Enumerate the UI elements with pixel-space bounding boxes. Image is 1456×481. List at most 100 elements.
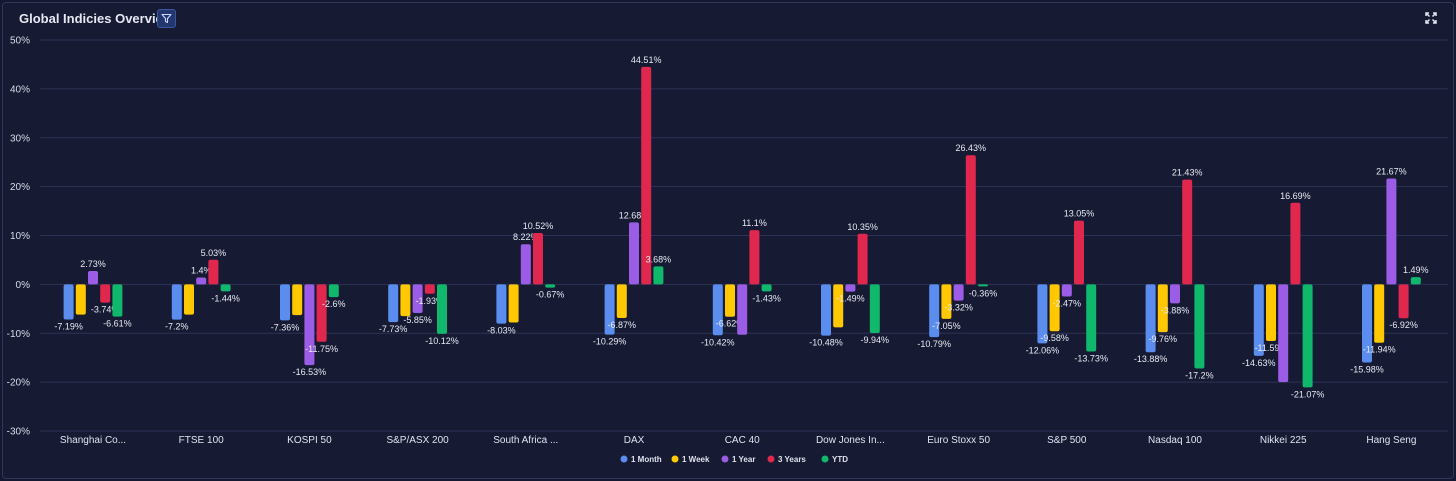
bar[interactable] bbox=[220, 284, 231, 292]
bar[interactable] bbox=[1061, 284, 1072, 297]
bar[interactable] bbox=[280, 284, 290, 321]
data-label: -7.19% bbox=[54, 322, 83, 332]
bar[interactable] bbox=[184, 284, 194, 315]
bar[interactable] bbox=[1182, 179, 1193, 285]
data-label: 12.68% bbox=[619, 210, 650, 220]
bar[interactable] bbox=[100, 284, 111, 303]
bar[interactable] bbox=[292, 284, 303, 316]
x-tick-label: S&P 500 bbox=[1047, 435, 1087, 446]
bar[interactable] bbox=[75, 284, 86, 315]
bar[interactable] bbox=[1266, 284, 1276, 342]
legend-swatch bbox=[821, 455, 829, 463]
bar[interactable] bbox=[978, 284, 988, 287]
bar[interactable] bbox=[1253, 284, 1264, 356]
bar[interactable] bbox=[63, 284, 74, 320]
bar[interactable] bbox=[1410, 277, 1421, 285]
bar[interactable] bbox=[1170, 284, 1180, 304]
bar[interactable] bbox=[821, 284, 831, 336]
bar[interactable] bbox=[1049, 284, 1060, 332]
bar[interactable] bbox=[112, 284, 123, 317]
bar[interactable] bbox=[520, 244, 531, 285]
bar[interactable] bbox=[437, 284, 447, 334]
y-tick-label: 40% bbox=[10, 84, 30, 95]
bar[interactable] bbox=[641, 66, 652, 285]
data-label: -6.61% bbox=[103, 319, 132, 329]
data-label: -0.36% bbox=[969, 288, 998, 298]
bar[interactable] bbox=[653, 266, 664, 285]
bar[interactable] bbox=[604, 284, 615, 335]
bar[interactable] bbox=[88, 271, 98, 285]
bar[interactable] bbox=[400, 284, 411, 317]
bar[interactable] bbox=[712, 284, 723, 336]
data-label: -1.43% bbox=[752, 293, 781, 303]
legend-item[interactable]: 1 Week bbox=[671, 455, 710, 464]
bar[interactable] bbox=[953, 284, 964, 301]
bar[interactable] bbox=[1398, 284, 1409, 319]
bar[interactable] bbox=[208, 259, 219, 285]
bar[interactable] bbox=[1290, 202, 1301, 285]
bar[interactable] bbox=[424, 284, 435, 294]
data-label: -7.36% bbox=[271, 322, 300, 332]
bar[interactable] bbox=[1386, 178, 1397, 285]
bar[interactable] bbox=[1362, 284, 1372, 363]
expand-icon bbox=[1425, 12, 1437, 24]
data-label: -11.59% bbox=[1255, 343, 1288, 353]
bar[interactable] bbox=[725, 284, 735, 317]
legend-item[interactable]: 1 Year bbox=[721, 455, 756, 464]
bar[interactable] bbox=[749, 230, 760, 285]
data-label: -10.48% bbox=[809, 338, 843, 348]
bar[interactable] bbox=[496, 284, 507, 324]
bar[interactable] bbox=[761, 284, 772, 292]
data-label: 10.35% bbox=[847, 222, 878, 232]
bar[interactable] bbox=[388, 284, 399, 323]
legend-item[interactable]: 3 Years bbox=[767, 455, 807, 464]
data-label: -10.12% bbox=[425, 336, 459, 346]
bar[interactable] bbox=[629, 222, 639, 285]
bar[interactable] bbox=[304, 284, 315, 366]
filter-button[interactable] bbox=[157, 9, 176, 28]
x-tick-label: Hang Seng bbox=[1366, 435, 1416, 446]
bar[interactable] bbox=[941, 284, 952, 319]
expand-button[interactable] bbox=[1424, 11, 1438, 25]
data-label: 1.4% bbox=[191, 266, 212, 276]
bar[interactable] bbox=[833, 284, 844, 328]
bar[interactable] bbox=[616, 284, 627, 318]
bar[interactable] bbox=[412, 284, 423, 313]
legend-label: YTD bbox=[832, 455, 848, 464]
bar[interactable] bbox=[316, 284, 327, 342]
bar[interactable] bbox=[1374, 284, 1385, 343]
legend-item[interactable]: YTD bbox=[821, 455, 849, 464]
legend-label: 1 Week bbox=[682, 455, 710, 464]
bar[interactable] bbox=[1074, 220, 1084, 285]
legend-item[interactable]: 1 Month bbox=[620, 455, 662, 464]
x-tick-label: CAC 40 bbox=[725, 435, 760, 446]
x-tick-label: Shanghai Co... bbox=[60, 435, 126, 446]
legend-swatch bbox=[671, 455, 679, 463]
bar[interactable] bbox=[845, 284, 856, 292]
legend-swatch bbox=[767, 455, 775, 463]
bar[interactable] bbox=[929, 284, 940, 338]
bar[interactable] bbox=[1037, 284, 1048, 344]
bar[interactable] bbox=[196, 277, 207, 285]
bar[interactable] bbox=[857, 233, 868, 285]
data-label: -10.29% bbox=[593, 337, 627, 347]
bar[interactable] bbox=[328, 284, 339, 298]
x-tick-label: S&P/ASX 200 bbox=[386, 435, 449, 446]
y-tick-label: 0% bbox=[16, 280, 31, 291]
bar[interactable] bbox=[533, 232, 543, 285]
y-tick-label: -10% bbox=[7, 329, 30, 340]
bar[interactable] bbox=[1145, 284, 1156, 353]
bar[interactable] bbox=[1157, 284, 1168, 333]
data-label: -15.98% bbox=[1350, 364, 1384, 374]
bar[interactable] bbox=[1278, 284, 1289, 383]
bar[interactable] bbox=[1086, 284, 1097, 352]
bar[interactable] bbox=[869, 284, 880, 333]
bar[interactable] bbox=[171, 284, 182, 320]
bar[interactable] bbox=[1194, 284, 1205, 369]
bar[interactable] bbox=[508, 284, 519, 323]
bar[interactable] bbox=[545, 284, 556, 288]
y-tick-label: 30% bbox=[10, 133, 30, 144]
bar[interactable] bbox=[737, 284, 748, 335]
bar[interactable] bbox=[1302, 284, 1313, 388]
bar[interactable] bbox=[965, 155, 976, 285]
